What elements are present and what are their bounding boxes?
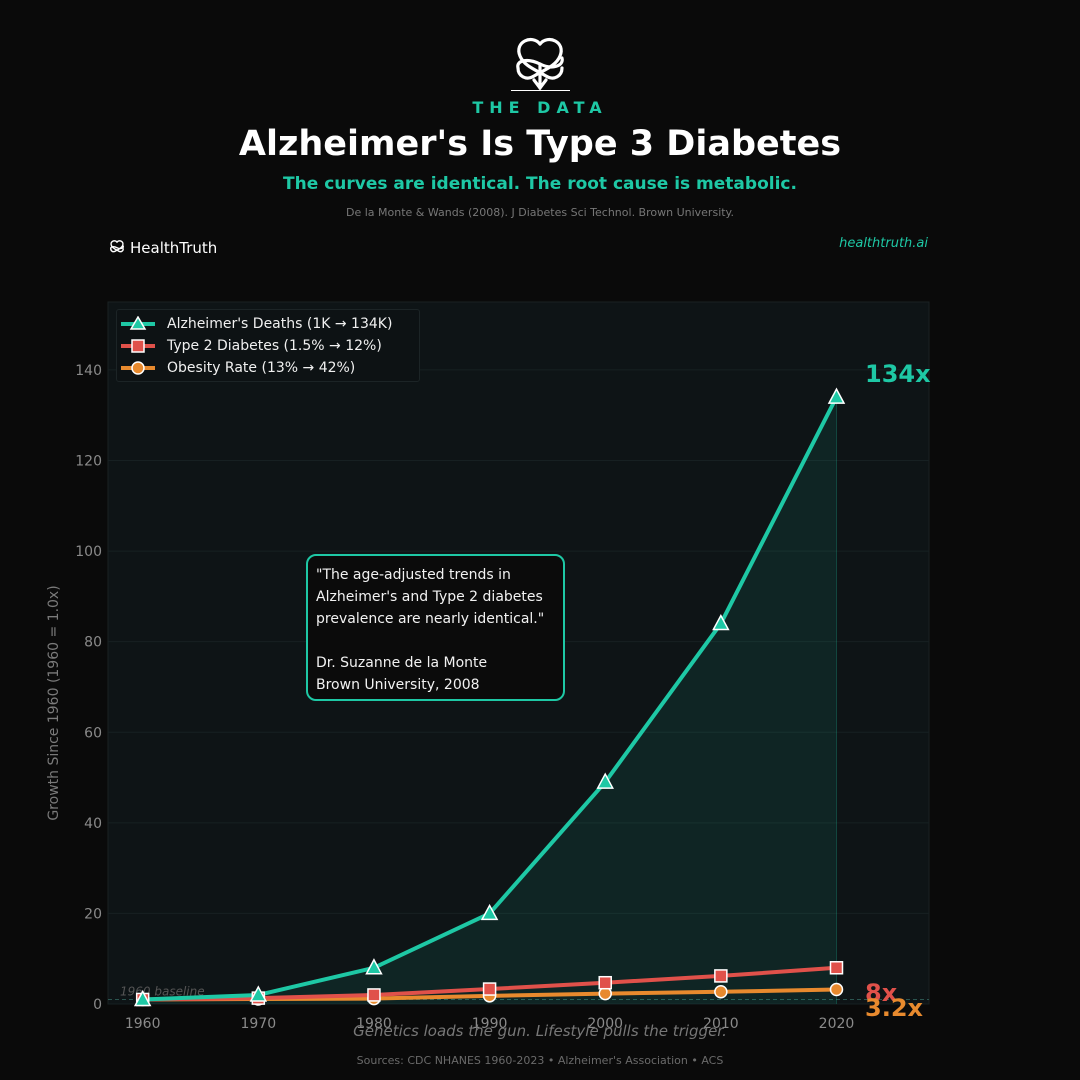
wordmark-text: HealthTruth	[130, 239, 218, 257]
y-tick-label: 80	[84, 635, 102, 651]
y-tick-label: 140	[75, 363, 102, 379]
alzheimers-area-fill	[142, 397, 837, 1004]
square-marker-icon	[121, 339, 155, 353]
quote-author: Dr. Suzanne de la Monte	[316, 655, 488, 671]
quote-affiliation: Brown University, 2008	[316, 677, 480, 693]
site-url-link[interactable]: healthtruth.ai	[839, 236, 928, 251]
tagline: Genetics loads the gun. Lifestyle pulls …	[353, 1022, 727, 1040]
x-tick-label: 1970	[241, 1016, 277, 1032]
x-tick-label: 2020	[819, 1016, 855, 1032]
brand-label: THE DATA	[472, 98, 608, 117]
quote-annotation: "The age-adjusted trends in Alzheimer's …	[306, 554, 565, 701]
citation: De la Monte & Wands (2008). J Diabetes S…	[345, 206, 734, 219]
triangle-marker-icon	[121, 316, 155, 330]
legend-label-obesity: Obesity Rate (13% → 42%)	[167, 360, 356, 376]
quote-line: "The age-adjusted trends in	[316, 567, 511, 583]
page-title: Alzheimer's Is Type 3 Diabetes	[238, 124, 842, 164]
quote-line: prevalence are nearly identical."	[316, 611, 545, 627]
alzheimers-data-point	[365, 958, 383, 975]
alzheimers-data-point	[827, 387, 846, 404]
diabetes-data-point	[482, 982, 497, 996]
logo-divider	[511, 90, 570, 91]
circle-marker-icon	[121, 361, 155, 375]
chart-legend: Alzheimer's Deaths (1K → 134K) Type 2 Di…	[116, 309, 420, 382]
alzheimers-data-point	[133, 989, 152, 1007]
y-tick-label: 100	[75, 544, 102, 560]
x-tick-label: 1980	[356, 1016, 392, 1032]
y-tick-label: 120	[75, 454, 102, 470]
brand-knot-logo-icon	[516, 38, 564, 91]
x-tick-label: 1960	[125, 1016, 161, 1032]
series-end-label: 134x	[865, 360, 931, 388]
x-tick-label: 2010	[703, 1016, 739, 1032]
obesity-data-point	[829, 982, 844, 997]
page-subtitle: The curves are identical. The root cause…	[283, 174, 797, 194]
quote-line: Alzheimer's and Type 2 diabetes	[316, 589, 543, 605]
x-tick-label: 2000	[587, 1016, 623, 1032]
diabetes-data-point	[367, 988, 381, 1002]
y-tick-label: 0	[93, 997, 102, 1013]
y-tick-label: 60	[84, 725, 102, 741]
alzheimers-data-point	[596, 772, 614, 789]
y-axis-label: Growth Since 1960 (1960 = 1.0x)	[46, 585, 62, 820]
series-end-label: 8x	[865, 979, 898, 1007]
x-tick-label: 1990	[472, 1016, 508, 1032]
legend-label-alzheimers: Alzheimer's Deaths (1K → 134K)	[167, 316, 393, 332]
legend-item-diabetes: Type 2 Diabetes (1.5% → 12%)	[117, 335, 382, 357]
y-tick-label: 40	[84, 816, 102, 832]
sources-note: Sources: CDC NHANES 1960-2023 • Alzheime…	[356, 1054, 724, 1067]
alzheimers-data-point	[480, 903, 499, 921]
series-end-label: 3.2x	[865, 994, 924, 1022]
legend-label-diabetes: Type 2 Diabetes (1.5% → 12%)	[167, 338, 382, 354]
healthtruth-wordmark: HealthTruth	[108, 238, 217, 258]
diabetes-data-point	[829, 961, 844, 975]
y-tick-label: 20	[84, 906, 102, 922]
legend-item-alzheimers: Alzheimer's Deaths (1K → 134K)	[117, 313, 392, 335]
wordmark-knot-icon	[110, 240, 124, 253]
obesity-data-point	[714, 985, 728, 999]
diabetes-data-point	[598, 975, 612, 990]
diabetes-data-point	[714, 969, 728, 983]
alzheimers-data-point	[249, 985, 268, 1002]
legend-item-obesity: Obesity Rate (13% → 42%)	[117, 357, 355, 379]
alzheimers-data-point	[712, 613, 730, 631]
